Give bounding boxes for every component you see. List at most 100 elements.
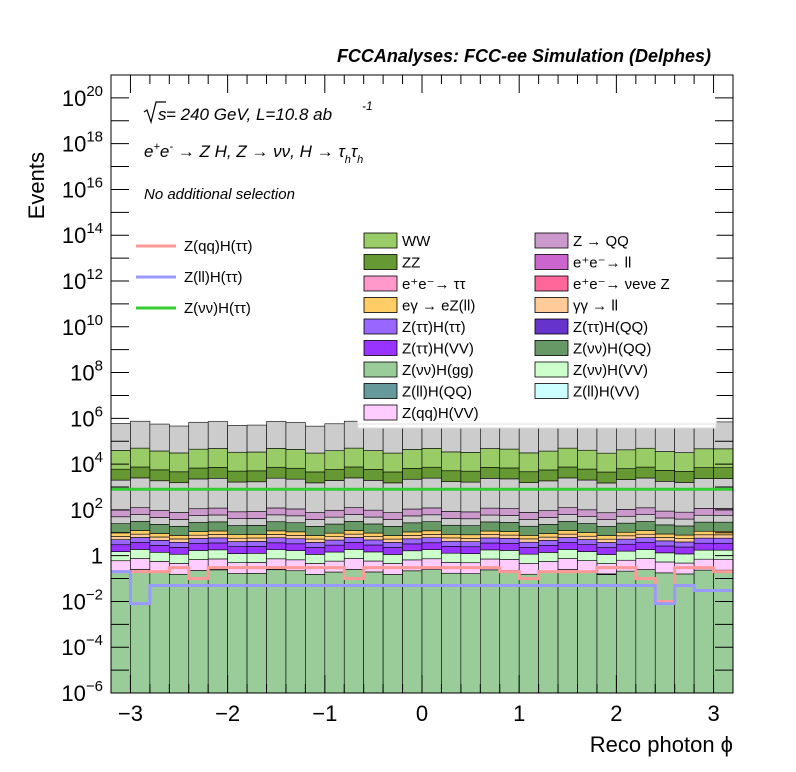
stack-bar	[343, 542, 364, 550]
stack-bar	[110, 423, 131, 451]
stack-bar	[305, 526, 326, 536]
stack-bar	[518, 452, 539, 473]
y-axis: 10−6 10−4 10−2 1 102 104 106 108 1010 1012 1014 101…	[61, 74, 733, 706]
stack-bar	[188, 559, 209, 571]
stack-bar	[674, 425, 695, 453]
stack-bar	[343, 447, 364, 468]
stack-bar	[382, 471, 403, 484]
stack-bar	[246, 573, 267, 694]
stack-bar	[480, 542, 501, 551]
stack-bar	[382, 535, 403, 540]
stack-bar	[382, 452, 403, 473]
stack-bar	[480, 467, 501, 479]
legend-signals: Z(qq)H(ττ) Z(ll)H(ττ) Z(νν)H(ττ)	[136, 238, 253, 317]
legend-color-swatch	[363, 297, 398, 313]
stack-bar	[460, 425, 481, 453]
stack-bar	[188, 531, 209, 536]
stack-bar	[693, 534, 714, 539]
legend-backgrounds: WW Z → QQ ZZ e⁺e⁻→ ll e⁺e⁻→ ττ e⁺e⁻→ νeνe Z eγ…	[363, 232, 670, 422]
stack-bar	[460, 518, 481, 526]
stack-bar	[305, 512, 326, 520]
stack-bar	[441, 524, 462, 535]
stack-bar	[480, 537, 501, 544]
stack-bar	[596, 471, 617, 484]
stack-bar	[557, 477, 578, 508]
stack-bar	[266, 569, 287, 694]
stack-bar	[674, 511, 695, 520]
stack-bar	[266, 530, 287, 535]
stack-bar	[577, 571, 598, 694]
stack-bar	[402, 543, 423, 552]
x-tick-label: 2	[610, 701, 622, 726]
stack-bar	[169, 512, 190, 520]
stack-bar	[324, 423, 345, 452]
stack-bar	[402, 570, 423, 694]
svg-text:e+e- → Z H, Z → νν, H → τhτh: e+e- → Z H, Z → νν, H → τhτh	[144, 141, 363, 166]
stack-bar	[518, 541, 539, 548]
legend-entry-label: e⁺e⁻→ νeνe Z	[573, 276, 670, 293]
process-part: h	[357, 154, 363, 166]
stack-bar	[713, 534, 734, 539]
stack-bar	[382, 526, 403, 536]
stack-bar	[266, 477, 287, 509]
stack-bar	[227, 470, 248, 483]
stack-bar	[577, 535, 598, 540]
y-tick-label: 1010	[62, 312, 103, 340]
stack-bar	[324, 544, 345, 553]
energy-exponent: -1	[362, 99, 373, 113]
stack-bar	[363, 469, 384, 481]
stack-bar	[305, 574, 326, 694]
stack-bar	[557, 466, 578, 479]
stack-bar	[557, 549, 578, 559]
signal-lines	[111, 487, 733, 606]
stack-bar	[480, 514, 501, 523]
stack-bar	[596, 425, 617, 454]
stack-bar	[518, 519, 539, 527]
stack-bar	[285, 522, 306, 533]
stack-bar	[635, 466, 656, 479]
stack-bar	[577, 560, 598, 572]
stack-bar	[557, 530, 578, 535]
stack-bar	[149, 524, 170, 534]
stack-bar	[324, 532, 345, 538]
stack-bar	[674, 541, 695, 548]
legend-entry-label: γγ → ll	[573, 298, 618, 315]
stack-bar	[266, 534, 287, 539]
stack-bar	[207, 542, 228, 551]
stack-bar	[149, 480, 170, 511]
x-tick-label: −2	[215, 701, 240, 726]
stack-bar	[693, 521, 714, 532]
stack-bar	[266, 521, 287, 532]
legend-entry-label: ZZ	[402, 255, 420, 272]
stack-bar	[421, 537, 442, 544]
stack-bar	[499, 570, 520, 694]
stack-bar	[402, 515, 423, 524]
stack-bar	[207, 467, 228, 479]
stack-bar	[188, 522, 209, 532]
stack-bar	[635, 542, 656, 550]
y-tick-label: 1	[91, 544, 103, 569]
stack-bar	[674, 546, 695, 555]
stack-bar	[324, 551, 345, 562]
stacked-histogram	[110, 420, 734, 694]
stack-bar	[674, 482, 695, 513]
stack-bar	[110, 532, 131, 537]
stack-bar	[130, 507, 151, 515]
stack-bar	[616, 543, 637, 552]
stack-bar	[110, 571, 131, 694]
stack-bar	[285, 467, 306, 480]
stack-bar	[460, 538, 481, 542]
stack-bar	[596, 542, 617, 548]
stack-bar	[441, 481, 462, 512]
stack-bar	[460, 534, 481, 539]
stack-bar	[324, 450, 345, 470]
stack-bar	[654, 470, 675, 482]
stack-bar	[616, 559, 637, 572]
stack-bar	[382, 425, 403, 454]
legend-color-swatch	[363, 383, 398, 399]
legend-color-swatch	[534, 361, 569, 378]
y-tick-label: 1020	[62, 83, 103, 111]
legend-color-swatch	[363, 340, 398, 356]
stack-bar	[421, 466, 442, 479]
stack-bar	[499, 543, 520, 551]
